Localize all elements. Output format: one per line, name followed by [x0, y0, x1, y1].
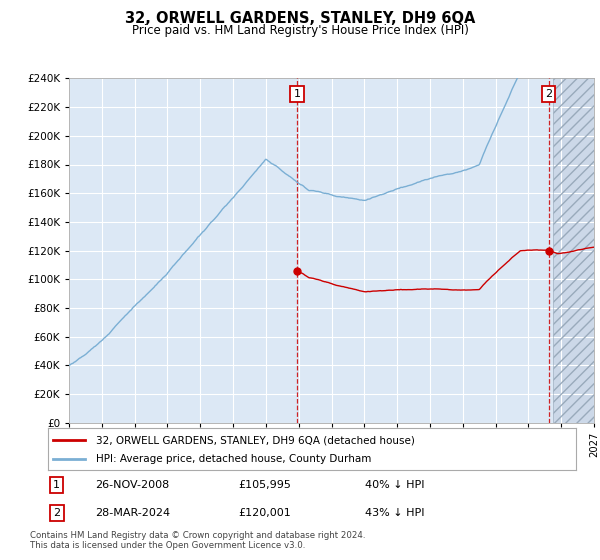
Text: 28-MAR-2024: 28-MAR-2024	[95, 508, 170, 518]
Bar	[553, 78, 594, 423]
Text: 26-NOV-2008: 26-NOV-2008	[95, 480, 170, 490]
Text: £120,001: £120,001	[238, 508, 291, 518]
Text: Price paid vs. HM Land Registry's House Price Index (HPI): Price paid vs. HM Land Registry's House …	[131, 24, 469, 36]
Text: £105,995: £105,995	[238, 480, 291, 490]
Text: 1: 1	[293, 89, 301, 99]
Text: 32, ORWELL GARDENS, STANLEY, DH9 6QA: 32, ORWELL GARDENS, STANLEY, DH9 6QA	[125, 11, 475, 26]
Text: 2: 2	[545, 89, 552, 99]
Text: HPI: Average price, detached house, County Durham: HPI: Average price, detached house, Coun…	[95, 455, 371, 464]
Text: 32, ORWELL GARDENS, STANLEY, DH9 6QA (detached house): 32, ORWELL GARDENS, STANLEY, DH9 6QA (de…	[95, 435, 415, 445]
Text: 2: 2	[53, 508, 61, 518]
Text: 1: 1	[53, 480, 60, 490]
Bar	[553, 78, 594, 423]
Text: Contains HM Land Registry data © Crown copyright and database right 2024.
This d: Contains HM Land Registry data © Crown c…	[30, 531, 365, 550]
Text: 43% ↓ HPI: 43% ↓ HPI	[365, 508, 424, 518]
Text: 40% ↓ HPI: 40% ↓ HPI	[365, 480, 424, 490]
